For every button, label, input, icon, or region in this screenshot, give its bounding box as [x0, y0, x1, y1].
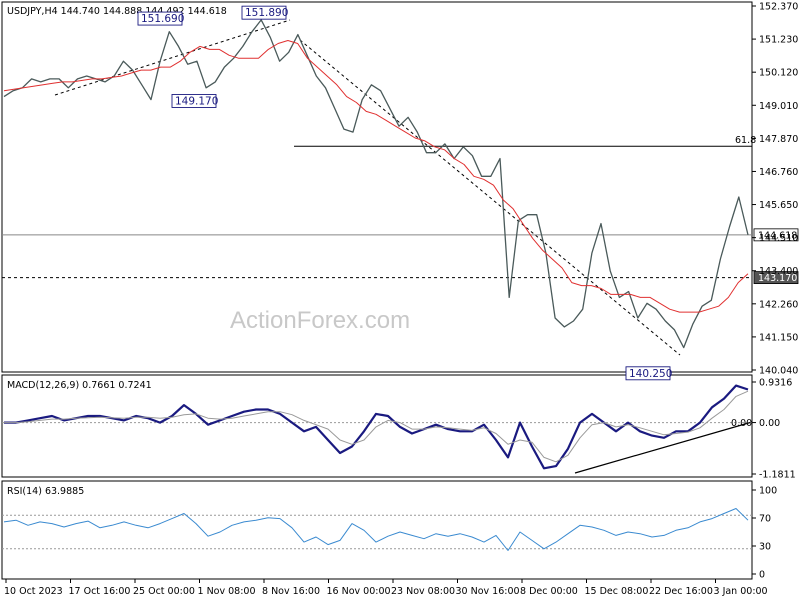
price-title: USDJPY,H4 144.740 144.888 144.492 144.61…: [7, 6, 227, 17]
xtick-label: 17 Oct 16:00: [69, 586, 131, 597]
rsi-title: RSI(14) 63.9885: [7, 486, 84, 497]
annotation-box: [625, 366, 671, 381]
rsi-ytick-label: 30: [759, 542, 771, 553]
rsi-ytick-label: 70: [759, 514, 771, 525]
xtick-label: 23 Nov 08:00: [391, 586, 455, 597]
annotation-box: [171, 94, 217, 108]
rsi-ytick-label: 100: [759, 486, 777, 497]
price-tag-label: 143.170: [758, 273, 797, 284]
price-series-line-1: [3, 40, 749, 313]
rsi-panel-frame: [1, 480, 753, 580]
price-tag-label: 144.618: [758, 230, 797, 241]
annotations: 151.690 151.890 149.170 140.250: [137, 5, 672, 381]
price-tag-box: [753, 271, 799, 284]
xtick-label: 15 Dec 08:00: [585, 586, 649, 597]
annotation-box: [241, 5, 287, 20]
xtick-label: 1 Nov 08:00: [198, 586, 256, 597]
annotation-label: 140.250: [629, 368, 672, 380]
x-axis-ticks: 10 Oct 2023 17 Oct 16:00 25 Oct 00:00 1 Nov…: [4, 579, 768, 597]
price-ytick-label: 142.260: [759, 299, 798, 310]
price-ytick-label: 146.760: [759, 167, 798, 178]
y-axis-ticks: 152.370 151.230 150.120 149.010 147.870 146.7…: [752, 2, 798, 581]
price-ytick-label: 140.040: [759, 366, 798, 377]
price-ytick-label: 147.870: [759, 134, 798, 145]
macd-ytick-label: 0.00: [759, 418, 780, 429]
price-ytick-label: 145.650: [759, 200, 798, 211]
price-ytick-label: 141.150: [759, 332, 798, 343]
rsi-ytick-label: 0: [759, 570, 765, 581]
xtick-label: 8 Nov 16:00: [262, 586, 320, 597]
xtick-label: 10 Oct 2023: [4, 586, 63, 597]
xtick-label: 8 Dec 00:00: [520, 586, 578, 597]
series-lines: [3, 19, 749, 551]
annotation-label: 151.690: [141, 13, 184, 25]
price-panel-frame: [1, 1, 753, 373]
price-ytick-label: 143.400: [759, 266, 798, 277]
rsi-series-line-0: [3, 508, 749, 551]
level-lines: 61.8 144.618 143.170 0.00: [2, 135, 799, 550]
xtick-label: 25 Oct 00:00: [133, 586, 195, 597]
price-tag-box: [753, 228, 799, 242]
price-ytick-label: 150.120: [759, 68, 798, 79]
annotation-box: [137, 11, 183, 26]
lower-trend-line: [299, 39, 681, 356]
macd-zero-label: 0.00: [731, 418, 752, 429]
annotation-label: 149.170: [175, 95, 218, 107]
xtick-label: 30 Nov 16:00: [456, 586, 520, 597]
macd-ytick-label: 0.9316: [759, 378, 792, 389]
fib-level-label: 61.8: [735, 135, 756, 146]
price-ytick-label: 149.010: [759, 101, 798, 112]
price-ytick-label: 152.370: [759, 2, 798, 13]
price-ytick-label: 144.510: [759, 233, 798, 244]
macd-series-line-1: [4, 390, 749, 463]
xtick-label: 22 Dec 16:00: [649, 586, 713, 597]
annotation-label: 151.890: [245, 7, 288, 19]
macd-title: MACD(12,26,9) 0.7661 0.7241: [7, 380, 152, 391]
macd-ytick-label: -1.1811: [759, 470, 796, 481]
price-ytick-label: 151.230: [759, 35, 798, 46]
xtick-label: 16 Nov 00:00: [327, 586, 391, 597]
watermark: ActionForex.com: [230, 307, 410, 334]
macd-trend-line: [574, 421, 753, 474]
xtick-label: 3 Jan 00:00: [714, 586, 768, 597]
